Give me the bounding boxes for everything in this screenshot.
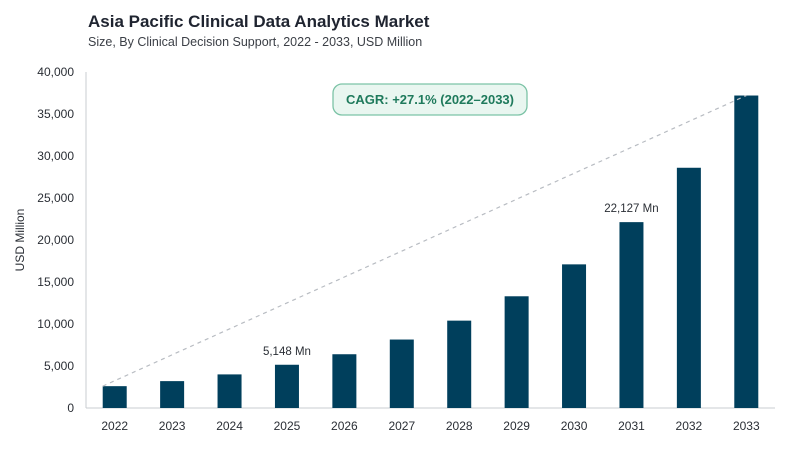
y-tick-label: 5,000 xyxy=(44,359,74,373)
bar-2026 xyxy=(332,354,357,408)
bar-2023 xyxy=(160,381,185,408)
y-tick-label: 30,000 xyxy=(37,149,74,163)
bar-2027 xyxy=(389,339,414,408)
x-tick-label: 2030 xyxy=(561,419,588,433)
y-axis: 0 5,000 10,000 15,000 20,000 25,000 30,000 35,0… xyxy=(37,65,87,415)
x-tick-label: 2032 xyxy=(676,419,703,433)
trend-line xyxy=(102,94,747,387)
x-tick-label: 2024 xyxy=(216,419,243,433)
bar-2024 xyxy=(217,374,242,408)
bar-2033 xyxy=(734,95,759,409)
data-label-2031: 22,127 Mn xyxy=(604,203,658,215)
bars-group xyxy=(102,95,759,409)
x-tick-label: 2023 xyxy=(159,419,186,433)
chart-title: Asia Pacific Clinical Data Analytics Mar… xyxy=(88,12,430,31)
bar-2022 xyxy=(102,386,127,408)
x-axis: 2022 2023 2024 2025 2026 2027 2028 2029 2030 2031… xyxy=(86,407,775,433)
data-label-2025: 5,148 Mn xyxy=(263,346,311,358)
x-tick-label: 2022 xyxy=(101,419,128,433)
x-tick-label: 2033 xyxy=(733,419,760,433)
bar-2030 xyxy=(562,264,587,408)
x-tick-label: 2029 xyxy=(503,419,530,433)
y-tick-label: 40,000 xyxy=(37,65,74,79)
y-tick-label: 25,000 xyxy=(37,191,74,205)
annotations-group: 5,148 Mn 22,127 Mn CAGR: +27.1% (2022–2033… xyxy=(102,83,747,387)
bar-2029 xyxy=(504,296,529,408)
x-tick-label: 2025 xyxy=(274,419,301,433)
y-tick-label: 20,000 xyxy=(37,233,74,247)
chart-subtitle: Size, By Clinical Decision Support, 2022… xyxy=(88,35,423,49)
y-tick-label: 15,000 xyxy=(37,275,74,289)
y-tick-label: 0 xyxy=(67,401,74,415)
x-tick-label: 2027 xyxy=(388,419,415,433)
cagr-label: CAGR: +27.1% (2022–2033) xyxy=(346,92,514,107)
y-tick-label: 35,000 xyxy=(37,107,74,121)
bar-2032 xyxy=(676,167,701,408)
y-tick-label: 10,000 xyxy=(37,317,74,331)
x-tick-label: 2028 xyxy=(446,419,473,433)
y-axis-label: USD Million xyxy=(13,209,27,272)
bar-2028 xyxy=(447,320,472,408)
bar-2031 xyxy=(619,222,644,408)
bar-2025 xyxy=(274,364,299,408)
x-tick-label: 2026 xyxy=(331,419,358,433)
cagr-badge xyxy=(332,83,528,116)
x-tick-label: 2031 xyxy=(618,419,645,433)
